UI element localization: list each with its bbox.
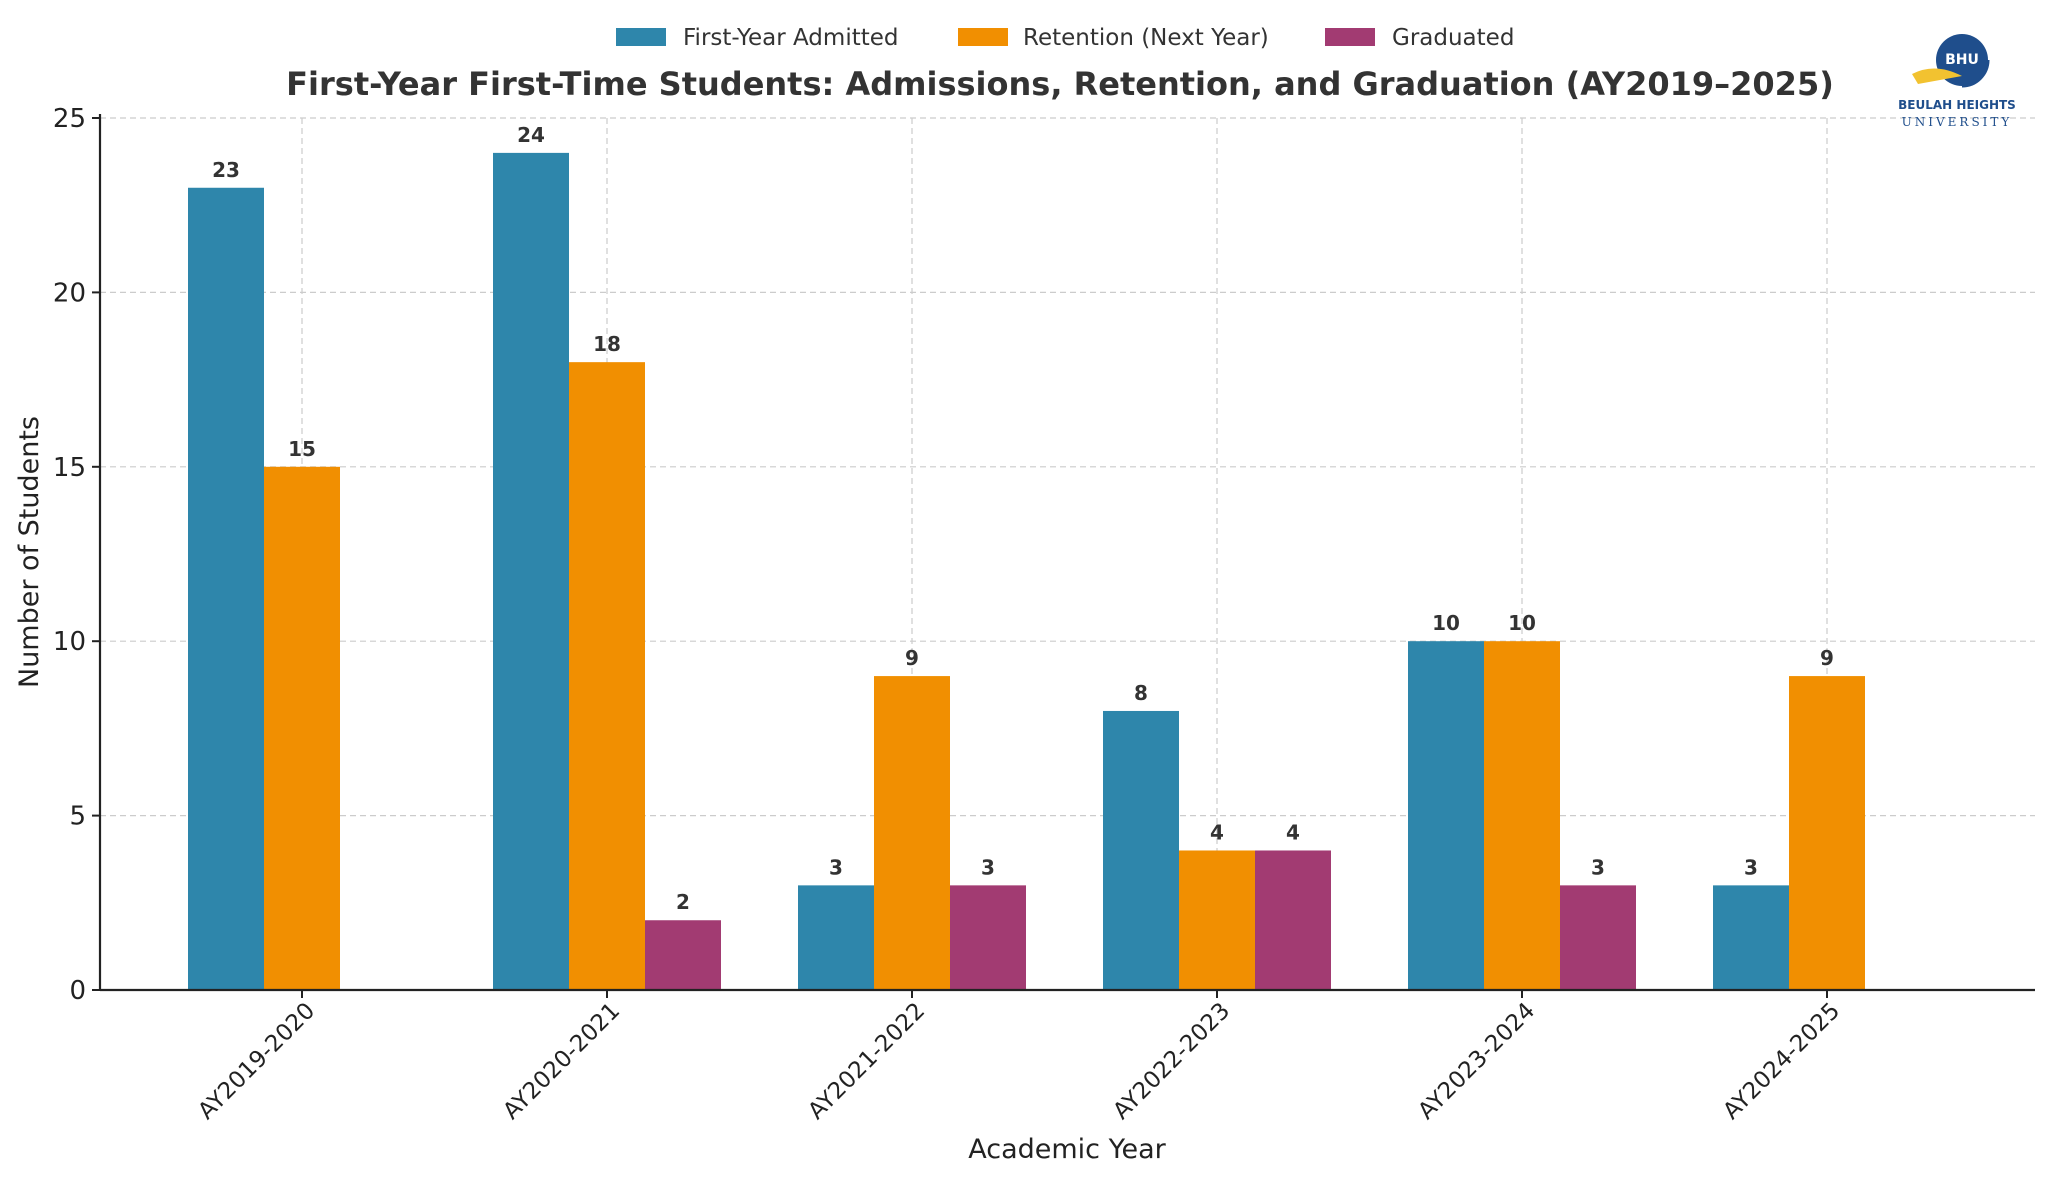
bar-value-label: 2 [676, 890, 690, 914]
bar-value-label: 24 [517, 123, 545, 147]
bar-value-label: 8 [1134, 681, 1148, 705]
university-logo: BHU BEULAH HEIGHTS UNIVERSITY [1898, 34, 2016, 129]
y-axis-label: Number of Students [14, 416, 45, 688]
legend-item: First-Year Admitted [616, 25, 899, 51]
y-tick-label: 25 [53, 104, 86, 134]
bar-retention-next-year [264, 466, 340, 990]
bar-retention-next-year [1789, 676, 1865, 990]
bar-retention-next-year [1179, 850, 1255, 990]
flame-icon [1912, 68, 1962, 84]
bar-value-label: 15 [288, 437, 316, 461]
x-tick-label: AY2019-2020 [193, 998, 320, 1125]
logo-monogram: BHU [1945, 52, 1979, 68]
legend: First-Year Admitted Retention (Next Year)… [616, 25, 1514, 51]
x-tick-label: AY2021-2022 [803, 998, 930, 1125]
legend-label: First-Year Admitted [683, 25, 899, 51]
bar-graduated [645, 920, 721, 990]
bar-retention-next-year [1484, 641, 1560, 990]
x-tick-label: AY2022-2023 [1108, 998, 1235, 1125]
bar-value-label: 4 [1210, 820, 1224, 844]
legend-label: Graduated [1392, 25, 1514, 51]
bar-retention-next-year [874, 676, 950, 990]
bar-graduated [950, 885, 1026, 990]
bar-retention-next-year [569, 362, 645, 990]
legend-swatch [958, 28, 1008, 46]
bar-value-label: 3 [981, 855, 995, 879]
y-tick-label: 0 [69, 976, 86, 1006]
bar-value-label: 9 [1820, 646, 1834, 670]
x-tick-label: AY2023-2024 [1413, 998, 1540, 1125]
bar-value-label: 10 [1432, 611, 1460, 635]
legend-swatch [1325, 28, 1375, 46]
bar-graduated [1255, 850, 1331, 990]
bar-first-year-admitted [493, 152, 569, 990]
logo-name: BEULAH HEIGHTS [1898, 98, 2016, 112]
chart-title: First-Year First-Time Students: Admissio… [286, 65, 1834, 103]
y-tick-label: 20 [53, 278, 86, 308]
bar-first-year-admitted [1103, 710, 1179, 990]
bar-value-label: 9 [905, 646, 919, 670]
x-tick-label: AY2024-2025 [1718, 998, 1845, 1125]
bar-value-label: 18 [593, 332, 621, 356]
x-axis-label: Academic Year [968, 1134, 1166, 1165]
axes-layer [98, 114, 2035, 992]
bar-value-label: 3 [829, 855, 843, 879]
logo-subtitle: UNIVERSITY [1902, 115, 2013, 129]
bar-first-year-admitted [1408, 641, 1484, 990]
globe-ring-icon [1961, 59, 1990, 88]
legend-label: Retention (Next Year) [1023, 25, 1269, 51]
y-tick-label: 15 [53, 453, 86, 483]
bar-value-label: 3 [1744, 855, 1758, 879]
bar-value-label: 3 [1591, 855, 1605, 879]
x-tick-label: AY2020-2021 [498, 998, 625, 1125]
y-tick-label: 10 [53, 627, 86, 657]
bar-first-year-admitted [1713, 885, 1789, 990]
bars-layer [188, 152, 1865, 990]
bar-first-year-admitted [188, 187, 264, 990]
legend-swatch [616, 28, 666, 46]
legend-item: Graduated [1325, 25, 1514, 51]
bar-first-year-admitted [798, 885, 874, 990]
legend-item: Retention (Next Year) [958, 25, 1269, 51]
bar-value-label: 4 [1286, 820, 1300, 844]
bar-value-label: 23 [212, 158, 240, 182]
bar-graduated [1560, 885, 1636, 990]
bar-value-label: 10 [1508, 611, 1536, 635]
y-tick-label: 5 [69, 802, 86, 832]
